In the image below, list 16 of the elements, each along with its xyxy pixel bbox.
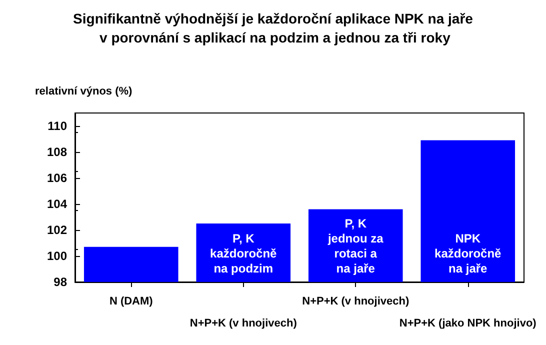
annotation: P, K jednou za rotaci a na jaře	[326, 216, 384, 276]
y-tick-label: 100	[46, 249, 68, 263]
y-axis-title: relativní výnos (%)	[35, 86, 133, 98]
y-tick-label: 106	[46, 171, 68, 185]
y-tick-label: 102	[46, 223, 68, 237]
x-tick-label: N+P+K (v hnojivech)	[302, 296, 410, 308]
chart-title: Signifikantně výhodnější je každoroční aplikace NPK na jaře v porovnání s aplikací na podzim a jednou za tři roky	[73, 10, 474, 46]
x-tick-label: N+P+K (jako NPK hnojivo)	[399, 318, 537, 330]
x-tick-label: N (DAM)	[109, 296, 154, 308]
x-tick-label: N+P+K (v hnojivech)	[190, 318, 298, 330]
y-tick-label: 104	[46, 197, 68, 211]
y-tick-label: 108	[46, 145, 68, 159]
y-tick-label: 110	[48, 119, 68, 133]
annotation: P, K každoročně na podzim	[210, 232, 278, 276]
y-tick-label: 98	[54, 275, 68, 289]
annotation: NPK každoročně na jaře	[434, 232, 502, 276]
